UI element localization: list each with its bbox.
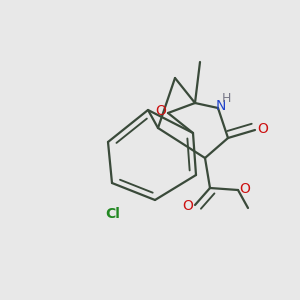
Text: O: O bbox=[239, 182, 250, 196]
Text: O: O bbox=[155, 103, 166, 118]
Text: O: O bbox=[257, 122, 268, 136]
Text: O: O bbox=[182, 200, 193, 214]
Text: H: H bbox=[222, 92, 231, 106]
Text: N: N bbox=[216, 100, 226, 113]
Text: Cl: Cl bbox=[105, 208, 120, 221]
